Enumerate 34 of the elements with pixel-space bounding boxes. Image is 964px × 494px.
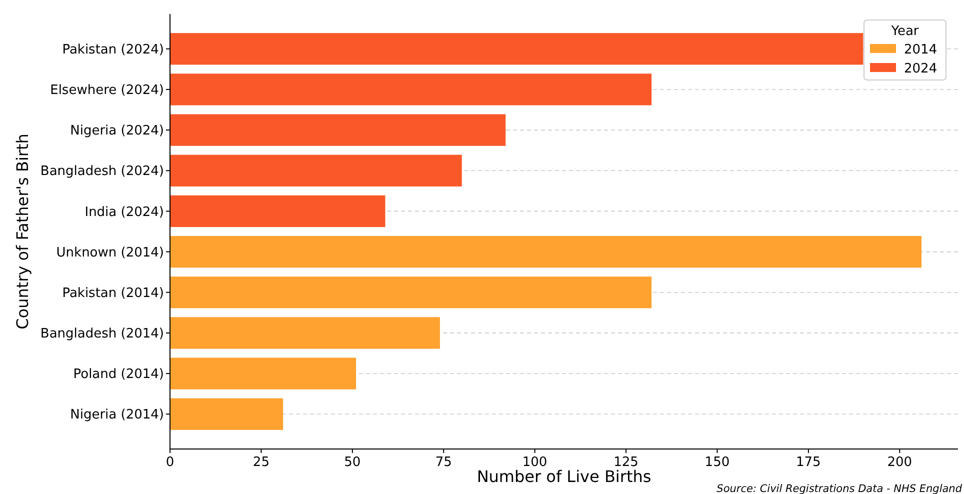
x-tick-label: 0 bbox=[166, 455, 174, 470]
legend-label: 2014 bbox=[904, 42, 938, 58]
y-tick-label: Unknown (2014) bbox=[56, 245, 164, 260]
legend-label: 2024 bbox=[904, 62, 938, 77]
x-tick-label: 75 bbox=[435, 455, 452, 470]
y-tick-label: Pakistan (2014) bbox=[62, 286, 164, 301]
x-tick-label: 50 bbox=[344, 455, 361, 470]
bar bbox=[170, 114, 506, 146]
y-tick-label: India (2024) bbox=[84, 204, 164, 220]
x-axis-title: Number of Live Births bbox=[476, 467, 652, 486]
x-tick-label: 200 bbox=[887, 455, 912, 470]
y-tick-label: Elsewhere (2024) bbox=[50, 83, 164, 98]
bar bbox=[170, 195, 386, 228]
bar bbox=[170, 317, 440, 349]
x-tick-label: 125 bbox=[614, 455, 638, 470]
bar bbox=[170, 358, 356, 390]
bar bbox=[170, 398, 284, 430]
x-tick-label: 175 bbox=[796, 455, 821, 470]
x-tick-label: 25 bbox=[252, 455, 270, 470]
source-note: Source: Civil Registrations Data - NHS England bbox=[716, 483, 962, 494]
y-tick-label: Bangladesh (2024) bbox=[40, 164, 164, 180]
x-tick-label: 150 bbox=[704, 455, 730, 470]
x-tick-label: 100 bbox=[522, 455, 548, 470]
bar bbox=[170, 154, 462, 186]
bar bbox=[170, 276, 652, 308]
y-axis-title: Country of Father's Birth bbox=[13, 134, 32, 330]
y-tick-label: Bangladesh (2014) bbox=[40, 326, 164, 342]
y-tick-label: Nigeria (2014) bbox=[70, 408, 164, 423]
y-tick-label: Pakistan (2024) bbox=[62, 42, 164, 58]
bar bbox=[170, 236, 922, 268]
bar bbox=[170, 74, 652, 106]
y-tick-label: Poland (2014) bbox=[73, 367, 164, 382]
y-tick-label: Nigeria (2024) bbox=[70, 124, 164, 139]
legend-title: Year bbox=[890, 24, 920, 39]
